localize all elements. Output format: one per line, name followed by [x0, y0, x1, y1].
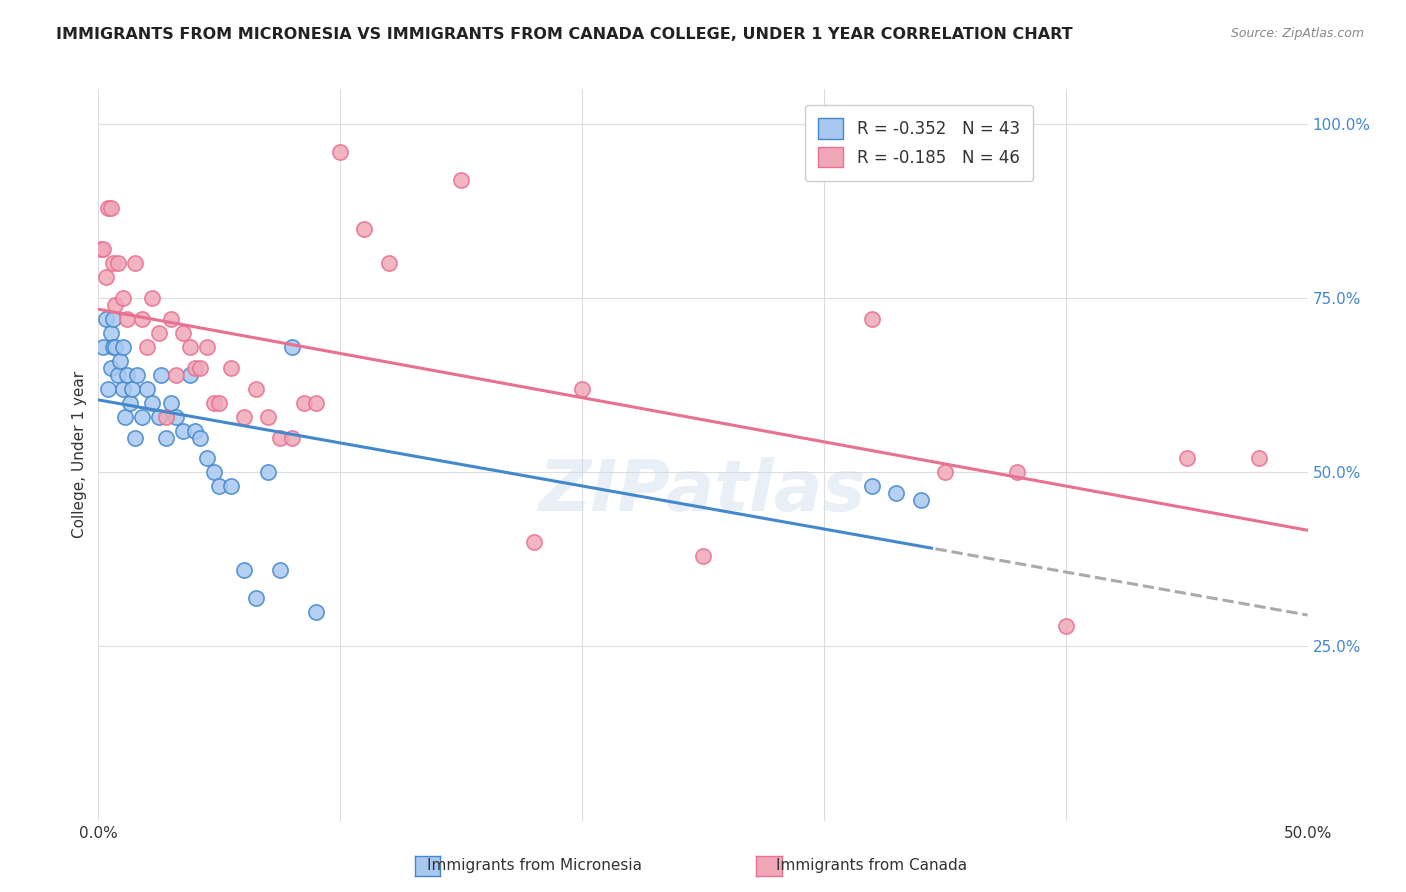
Point	[377, 256, 399, 270]
Point	[90, 243, 112, 257]
Point	[124, 256, 146, 270]
Point	[1054, 618, 1077, 632]
Point	[104, 340, 127, 354]
Point	[523, 535, 546, 549]
Point	[1175, 451, 1198, 466]
Point	[245, 591, 267, 605]
Point	[94, 312, 117, 326]
Point	[141, 291, 163, 305]
Point	[269, 563, 291, 577]
Point	[353, 221, 375, 235]
Point	[100, 201, 122, 215]
Point	[910, 493, 932, 508]
Point	[1007, 466, 1029, 480]
Point	[256, 409, 278, 424]
Point	[165, 409, 187, 424]
Point	[305, 605, 328, 619]
Point	[256, 466, 278, 480]
Point	[305, 395, 328, 409]
Point	[934, 466, 956, 480]
Point	[117, 368, 139, 382]
Point	[571, 382, 593, 396]
Text: Immigrants from Micronesia: Immigrants from Micronesia	[427, 858, 641, 872]
Point	[886, 486, 908, 500]
Point	[860, 312, 883, 326]
Point	[188, 360, 211, 375]
Point	[94, 270, 117, 285]
Point	[141, 395, 163, 409]
Point	[91, 340, 114, 354]
Point	[150, 368, 173, 382]
Point	[131, 312, 153, 326]
Point	[101, 312, 124, 326]
Point	[208, 395, 231, 409]
Point	[188, 430, 211, 444]
Point	[100, 360, 122, 375]
Point	[107, 256, 129, 270]
Point	[124, 430, 146, 444]
Point	[148, 409, 170, 424]
Point	[155, 430, 177, 444]
Point	[281, 430, 304, 444]
Point	[184, 424, 207, 438]
Point	[101, 340, 124, 354]
Point	[692, 549, 714, 563]
Y-axis label: College, Under 1 year: College, Under 1 year	[72, 371, 87, 539]
Point	[160, 395, 183, 409]
Point	[221, 479, 243, 493]
Point	[179, 340, 201, 354]
Text: Source: ZipAtlas.com: Source: ZipAtlas.com	[1230, 27, 1364, 40]
Point	[195, 340, 218, 354]
Point	[91, 243, 114, 257]
Point	[101, 256, 124, 270]
Point	[208, 479, 231, 493]
Point	[114, 409, 136, 424]
Point	[97, 382, 120, 396]
Point	[104, 298, 127, 312]
Point	[111, 382, 134, 396]
Point	[118, 395, 141, 409]
Point	[232, 563, 254, 577]
Point	[135, 340, 157, 354]
Point	[160, 312, 183, 326]
Point	[292, 395, 315, 409]
Point	[117, 312, 139, 326]
Text: ZIPatlas: ZIPatlas	[540, 457, 866, 526]
Point	[204, 466, 226, 480]
Point	[1249, 451, 1271, 466]
Point	[165, 368, 187, 382]
Point	[281, 340, 304, 354]
Point	[131, 409, 153, 424]
Point	[245, 382, 267, 396]
Point	[860, 479, 883, 493]
Point	[179, 368, 201, 382]
Point	[108, 354, 131, 368]
Point	[97, 201, 120, 215]
Text: Immigrants from Canada: Immigrants from Canada	[776, 858, 967, 872]
Point	[329, 145, 352, 159]
Point	[148, 326, 170, 340]
Point	[127, 368, 149, 382]
Point	[107, 368, 129, 382]
Point	[269, 430, 291, 444]
Point	[121, 382, 143, 396]
Point	[172, 424, 194, 438]
Point	[195, 451, 218, 466]
Point	[172, 326, 194, 340]
Point	[221, 360, 243, 375]
Point	[100, 326, 122, 340]
Point	[135, 382, 157, 396]
Point	[450, 173, 472, 187]
Point	[111, 291, 134, 305]
Point	[232, 409, 254, 424]
Point	[155, 409, 177, 424]
Point	[204, 395, 226, 409]
Point	[111, 340, 134, 354]
Text: IMMIGRANTS FROM MICRONESIA VS IMMIGRANTS FROM CANADA COLLEGE, UNDER 1 YEAR CORRE: IMMIGRANTS FROM MICRONESIA VS IMMIGRANTS…	[56, 27, 1073, 42]
Legend: R = -0.352   N = 43, R = -0.185   N = 46: R = -0.352 N = 43, R = -0.185 N = 46	[806, 105, 1033, 180]
Point	[184, 360, 207, 375]
